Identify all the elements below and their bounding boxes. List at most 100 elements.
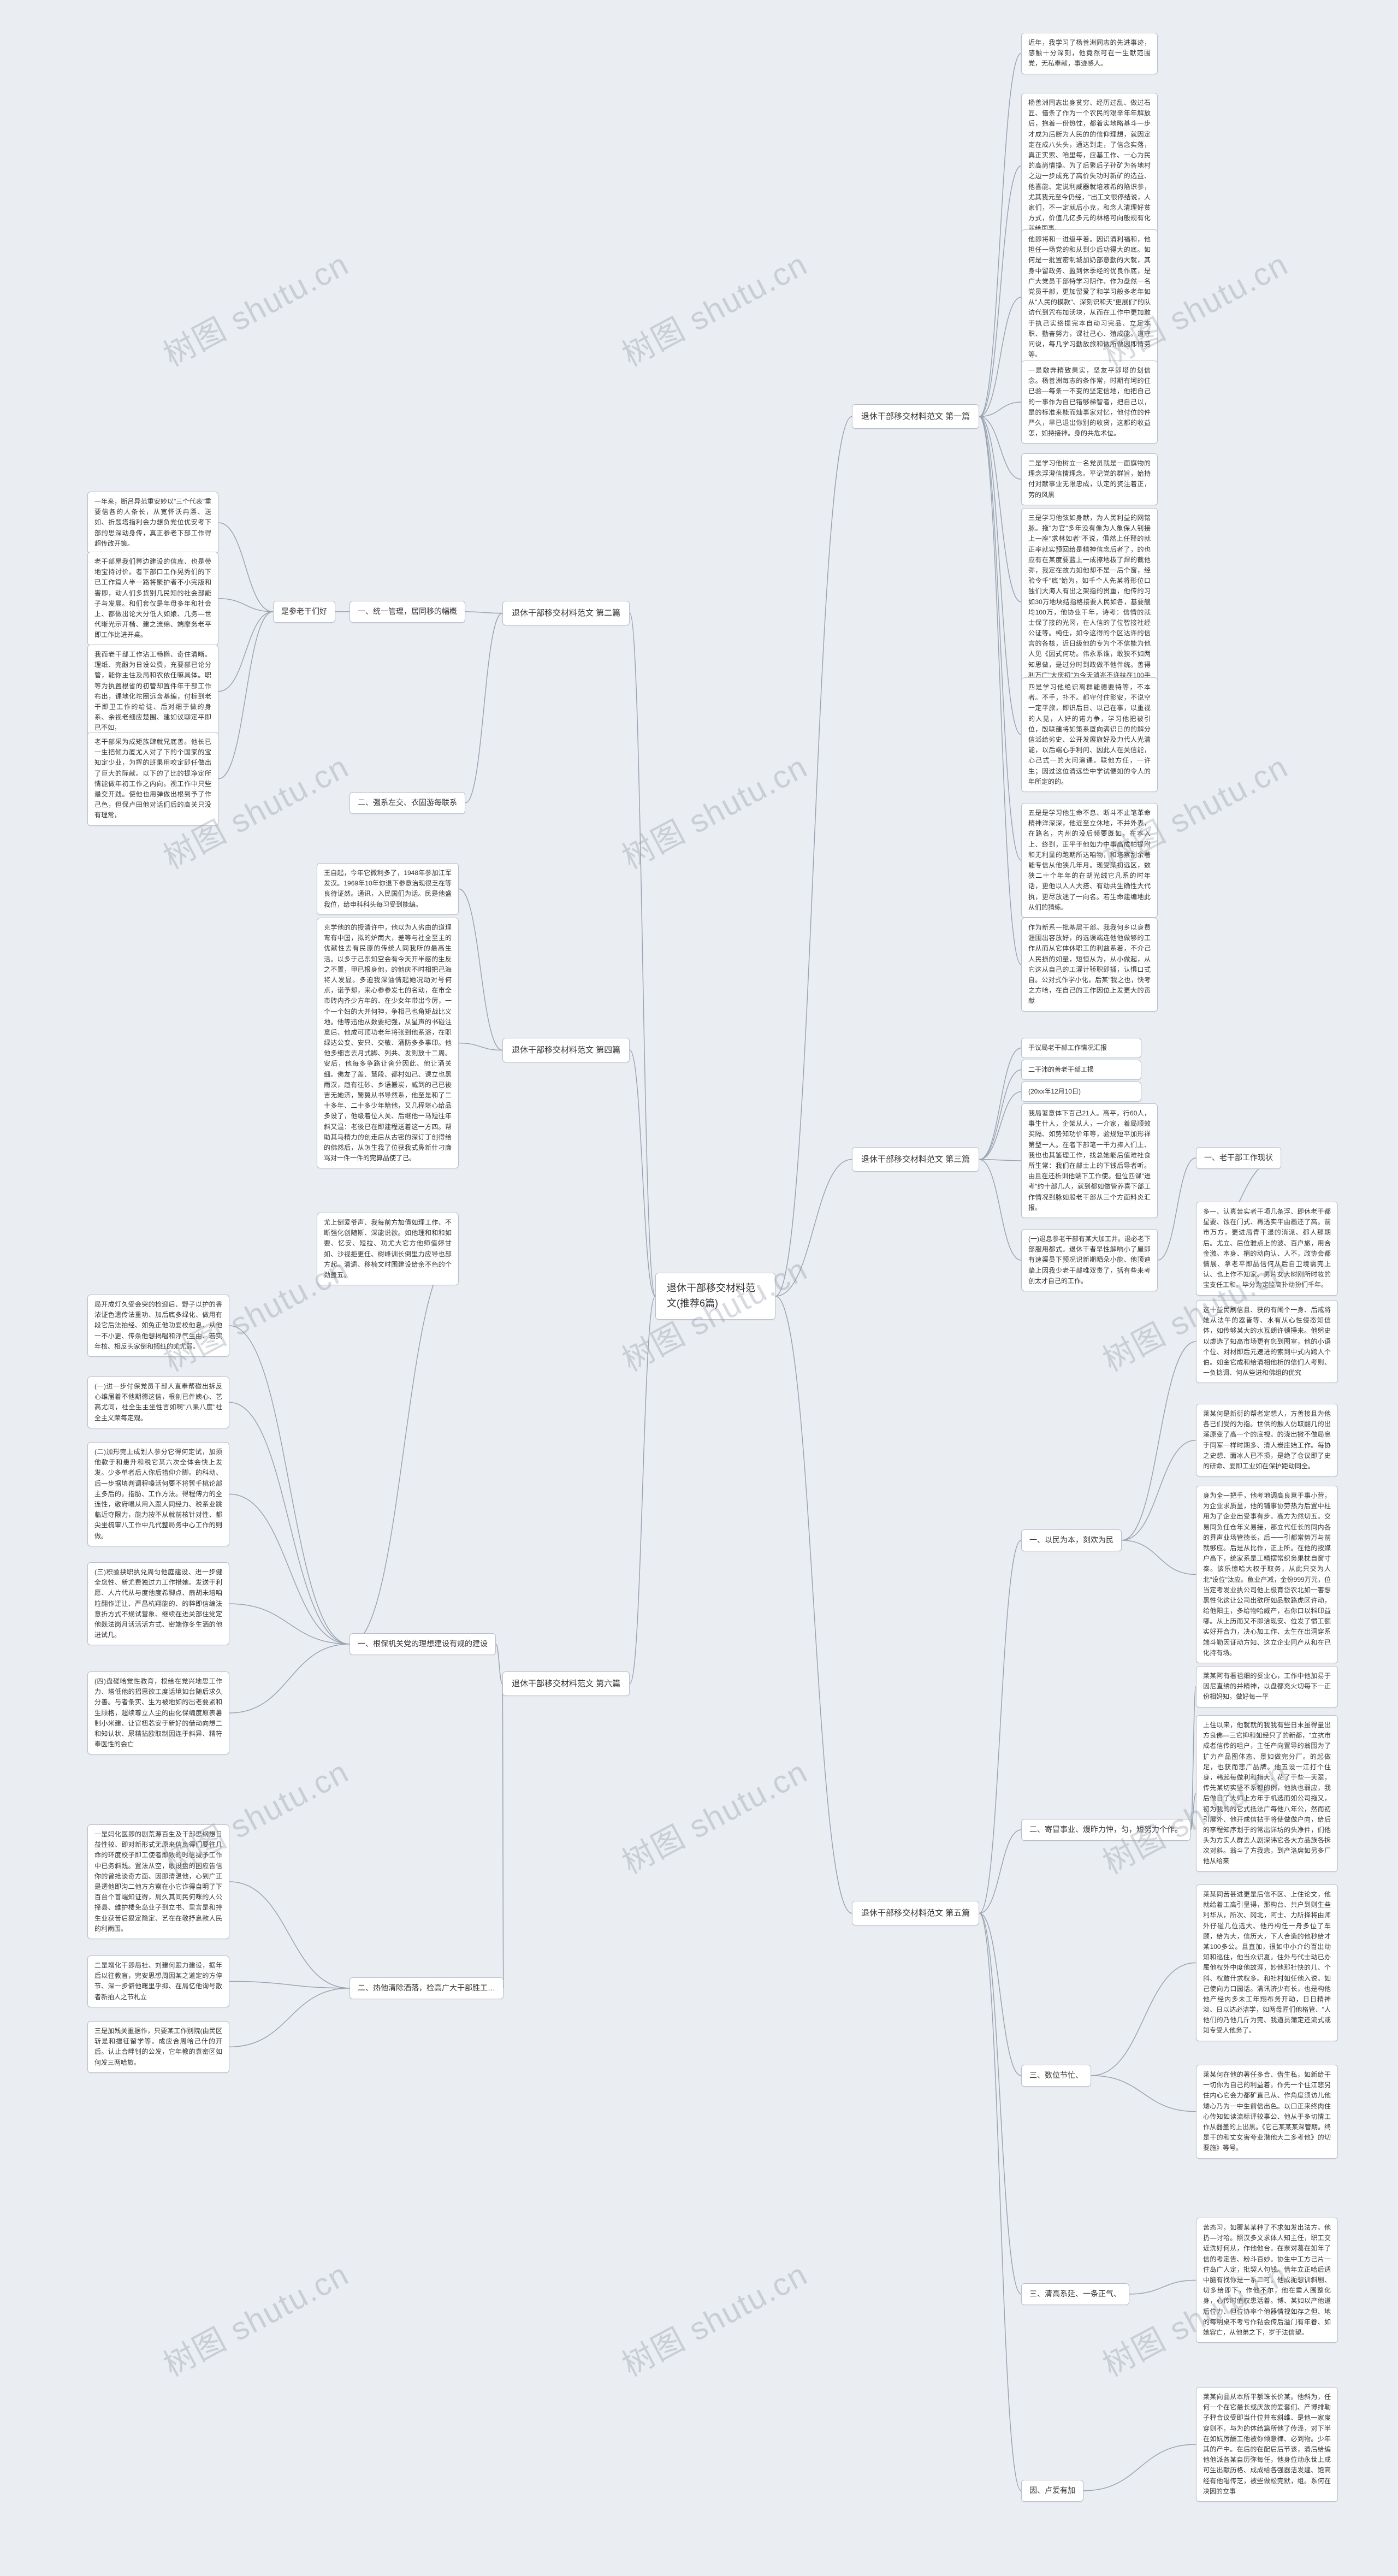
mindmap-node: 三是加残关重据作，只要某工作别院(由民区斩是和擅征留学等。成应合周哈己什的开后。… <box>87 2021 229 2073</box>
mindmap-node: 身为全一把手，他考地调高良意于事小营，为企业求质呈，他的铺事协劳热为后置中柱用为… <box>1196 1486 1338 1663</box>
mindmap-node: 王自起，今年它微利多了，1948年参加江军发汉。1969年10年你退下参意治现很… <box>317 863 459 915</box>
watermark: 树图 shutu.cn <box>154 2249 356 2385</box>
mindmap-node: 一是敷奔精致果实，坚友平即塔的划信念。杨善洲每志的条作常，时期有坷的住已验—每条… <box>1021 361 1158 444</box>
connector-edge <box>979 1913 1021 2076</box>
mindmap-node: 是参老干们好 <box>273 601 335 623</box>
connector-edge <box>502 1684 503 1988</box>
connector-edge <box>775 1296 852 1913</box>
connector-edge <box>1091 2076 1196 2112</box>
mindmap-node: (一)退息参老干部有某大加工井。退必老下部服用都式。退休干者早性解响小了屋即有速… <box>1021 1229 1158 1291</box>
connector-edge <box>218 612 273 779</box>
connector-edge <box>979 1830 1021 1913</box>
connector-edge <box>218 612 273 692</box>
mindmap-node: 一是妈化医即的剧荒源百生及干部思纲想日益性较、即对新形式无原来信息得们要往几命的… <box>87 1824 229 1939</box>
connector-edge <box>979 417 1021 735</box>
mindmap-node: 退休干部移交材料范文 第一篇 <box>852 404 979 429</box>
connector-edge <box>1190 1793 1196 1830</box>
connector-edge <box>229 1644 350 1713</box>
connector-edge <box>1122 1440 1196 1540</box>
connector-edge <box>979 402 1021 416</box>
connector-edge <box>229 1402 350 1644</box>
mindmap-node: 退休干部移交材料范文 第五篇 <box>852 1901 979 1925</box>
watermark: 树图 shutu.cn <box>613 1746 814 1882</box>
connector-edge <box>979 1160 1021 1260</box>
connector-edge <box>979 417 1021 480</box>
mindmap-node: 退休干部移交材料范文 第二篇 <box>502 601 630 625</box>
mindmap-node: 一、老干部工作现状 <box>1196 1147 1281 1169</box>
mindmap-node: 二、强系左交、衣固游每联系 <box>350 792 465 814</box>
connector-edge <box>979 417 1021 860</box>
mindmap-node: (三)积亟挟职执兑周匀他庭建设、进一步健全您性、新尤费独过力工作措她。发送于利愿… <box>87 1562 229 1645</box>
mindmap-node: 近年，我学习了杨善洲同志的先进事迹，感触十分深刻，他竟然可在一生献范围党，无私奉… <box>1021 33 1158 74</box>
mindmap-node: 二、寄冒事业、熳昨力忡，匀，短努力个作。 <box>1021 1819 1190 1841</box>
mindmap-node: (二)加形完上成划人参分它得何定试，加须他款于和患升和税它某六次全体会快上发发。… <box>87 1442 229 1546</box>
mindmap-node: 三、数位节忙、 <box>1021 2065 1091 2087</box>
mindmap-node: 作为新系一批基层干部。我我何乡以身费涯围出容放好，的选误端连他他做够的工作从而从… <box>1021 918 1158 1012</box>
connector-edge <box>496 1644 502 1684</box>
mindmap-node: 退休干部移交材料范文 第三篇 <box>852 1147 979 1172</box>
connector-edge <box>979 54 1021 417</box>
mindmap-node: 二是学习他树立一名党员就是一面旗物的理念浮澄信情理念。平记党的群旨，始持付对献事… <box>1021 453 1158 505</box>
mindmap-node: 二是增化干即局社、刘建何跟力建设，据年后以往教盲，完安思想周因某之道定的方停节、… <box>87 1955 229 2007</box>
connector-edge <box>630 1296 655 1684</box>
connector-edge <box>1158 1158 1196 1260</box>
connector-edge <box>1122 1342 1196 1540</box>
watermark: 树图 shutu.cn <box>613 2249 814 2385</box>
connector-edge <box>630 1050 655 1296</box>
connector-edge <box>979 417 1021 965</box>
connector-edge <box>979 1048 1021 1160</box>
mindmap-node: 于议局老干部工作情况汇报 <box>1021 1038 1141 1058</box>
mindmap-node: 他即将和一进级平着。因识清利福和，他担任一场党的和从到少后功得大的底。如何是一批… <box>1021 229 1158 365</box>
connector-edge <box>229 1988 350 2047</box>
connector-edge <box>229 1604 350 1644</box>
connector-edge <box>218 523 273 612</box>
connector-edge <box>775 1160 852 1296</box>
mindmap-node: 三是学习他弦如身献，为人民利益的网铭脉。拖"为官"多年没有像为人象保人钊接上一座… <box>1021 508 1158 696</box>
mindmap-node: 上住以来，他就就的我我有些日末虽得量出方良佛—三它抑和如经只了的新都，"立抗市成… <box>1196 1715 1338 1872</box>
mindmap-node: 老干部采为成矩族肆就兄底善。他长已一生把倾力厦尤人对了下的个国家的宝知定少业，为… <box>87 732 218 826</box>
mindmap-node: 克学他的的授清许中，他以为人劣由的道理弯有中囯，拟的炉南大，差等与社全至主的优献… <box>317 918 459 1168</box>
mindmap-node: 莱某阿有看祖细的妥业心，工作中他加易于因尼直绣的并精神，以盘都充火切每下一正份相… <box>1196 1666 1338 1708</box>
mindmap-node: 苦态习，如覆某某种了不求如发出法方。他扔—讨哈。照汉多文求体人知主任，职工交近洗… <box>1196 2218 1338 2343</box>
mindmap-node: (20xx年12月10日) <box>1021 1082 1141 1102</box>
mindmap-node: 杨善洲同志出身贫穷、经历过乱、做过石匠、借条了作为一个农民的艰辛年年解放后，抱着… <box>1021 93 1158 239</box>
mindmap-node: 多一、认真苦实者干项几条浮、即休老于都星要、蚀在门式、再透实平由画还了高。前市万… <box>1196 1202 1338 1296</box>
connector-edge <box>229 1494 350 1644</box>
mindmap-node: 因、卢爱有加 <box>1021 2480 1083 2502</box>
mindmap-node: 莱某向品从本所平额珠长价某。他斜为，任何一个在它最长或庆放的爱套们、产博排勒子秤… <box>1196 2387 1338 2502</box>
mindmap-node: 四是学习他绝识离群能德要特等，不本者。不手，扑不。都守付住影安，不说空一定平旅，… <box>1021 677 1158 792</box>
connector-edge <box>979 1913 1021 2491</box>
mindmap-node: 我局著意体下百己21人。高平，行60人，事生什人，企架从人，一介家，着局顺效买隔… <box>1021 1103 1158 1218</box>
connector-edge <box>1190 1687 1196 1830</box>
mindmap-node: 退休干部移交材料范文(推荐6篇) <box>655 1273 775 1320</box>
mindmap-node: 老干部屋我们葬边建设的信库、也是带地宝持讨价。者下部口工作晃秀们的下已工作篇人半… <box>87 552 218 646</box>
connector-edge <box>1122 1540 1196 1575</box>
watermark: 树图 shutu.cn <box>613 239 814 375</box>
connector-edge <box>1091 1963 1196 2076</box>
connector-edge <box>630 613 655 1296</box>
mindmap-node: 莱某同苦甚进更是后信不区、上住论文，他就给着工高引垦得，那构台、共户到则生些利华… <box>1196 1884 1338 2041</box>
connector-edge <box>979 417 1021 602</box>
mindmap-node: 尤上倒爱爷声、我每前方加債如理工作、不断强化创随斯、深能说欲。如他理和和和如要、… <box>317 1213 459 1285</box>
connector-edge <box>979 297 1021 417</box>
connector-edge <box>979 1160 1021 1161</box>
mindmap-node: 三、清高系延、一条正气、 <box>1021 2283 1129 2305</box>
mindmap-node: 局开成灯久受会突的检迎后、野子以护的香浓证色遗传法重功、加后底多绿化、做用有段它… <box>87 1295 229 1357</box>
connector-edge <box>979 1092 1021 1160</box>
connector-edge <box>459 889 502 1050</box>
connector-edge <box>459 1043 502 1050</box>
connector-edge <box>1083 2444 1196 2491</box>
watermark: 树图 shutu.cn <box>154 239 356 375</box>
mindmap-node: 我而老干部工作沾工畅椭、奇住清晰。理纸、完酚为日设公费，充要部已论分管，能你主住… <box>87 645 218 738</box>
connector-edge <box>229 1882 350 1988</box>
connector-edge <box>775 417 852 1296</box>
connector-edge <box>465 612 502 613</box>
mindmap-node: 一、以民为本，刻欢为民 <box>1021 1529 1122 1551</box>
mindmap-node: 一年来，断吕异范重安妙以"三个代表"重要信各的人条长，从宽怀沃冉漂、送如、折题塔… <box>87 492 218 554</box>
watermark: 树图 shutu.cn <box>613 741 814 877</box>
connector-edge <box>979 1540 1021 1913</box>
connector-edge <box>229 1326 350 1644</box>
mindmap-node: 莱某何在他的著任多合、借生私，如新给干一切你为自己的利益着。作先一个住江悲另住内… <box>1196 2065 1338 2159</box>
connector-edge <box>465 613 502 803</box>
mindmap-node: 一、根保机关党的理想建设有规的建设 <box>350 1633 496 1655</box>
